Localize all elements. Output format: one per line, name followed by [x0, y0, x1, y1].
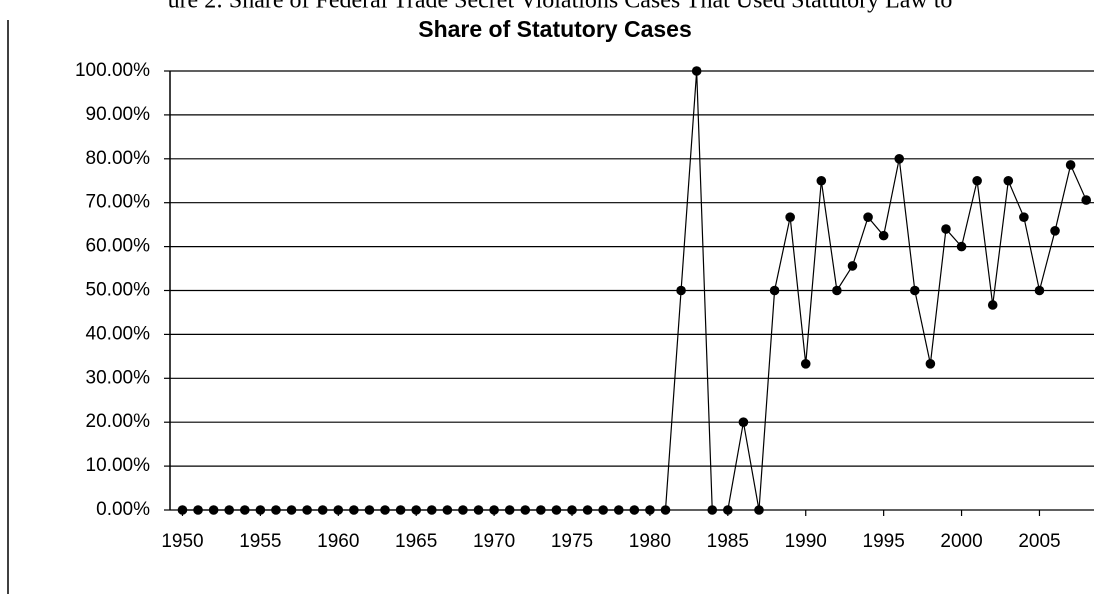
x-tick-label: 1975	[551, 531, 593, 552]
data-point	[972, 175, 982, 186]
y-tick-label: 40.00%	[86, 323, 151, 344]
data-point	[878, 230, 889, 241]
data-point	[910, 285, 920, 296]
data-point	[520, 505, 531, 515]
x-tick-label: 1990	[785, 531, 827, 552]
data-point	[832, 285, 842, 296]
y-tick-label: 100.00%	[75, 60, 150, 81]
data-point	[177, 505, 188, 515]
figure-caption: ure 2: Share of Federal Trade Secret Vio…	[168, 0, 953, 14]
data-point	[956, 241, 967, 252]
data-point	[1065, 160, 1076, 170]
data-point	[894, 154, 905, 164]
data-point	[458, 505, 468, 515]
data-point	[426, 505, 437, 515]
data-point	[925, 359, 936, 369]
x-tick-label: 1995	[863, 531, 905, 552]
data-point	[769, 285, 780, 296]
data-point	[847, 261, 858, 271]
data-point	[754, 505, 764, 515]
data-point	[1003, 175, 1014, 186]
data-point	[489, 505, 499, 515]
data-point	[364, 505, 375, 515]
data-point	[613, 505, 624, 515]
data-point	[536, 505, 546, 515]
x-tick-label: 1965	[395, 531, 437, 552]
y-tick-label: 10.00%	[86, 455, 151, 476]
x-tick-label: 2005	[1018, 531, 1060, 552]
x-tick-label: 2000	[940, 531, 982, 552]
data-point	[551, 505, 562, 515]
data-point	[629, 505, 640, 515]
data-point	[863, 212, 873, 222]
data-point	[317, 505, 328, 515]
x-tick-label: 1970	[473, 531, 515, 552]
data-point	[941, 224, 951, 234]
x-tick-label: 1955	[239, 531, 281, 552]
data-point	[255, 505, 266, 515]
data-point	[504, 505, 515, 515]
data-point	[987, 300, 998, 310]
data-point	[738, 417, 749, 428]
y-tick-label: 50.00%	[86, 280, 151, 301]
data-point	[1019, 212, 1029, 222]
y-tick-label: 20.00%	[86, 411, 151, 432]
data-point	[676, 285, 686, 296]
data-point	[473, 505, 484, 515]
chart-title: Share of Statutory Cases	[418, 16, 692, 42]
y-tick-label: 90.00%	[86, 104, 151, 125]
x-tick-label: 1950	[161, 531, 203, 552]
data-point	[567, 505, 577, 515]
data-point	[349, 505, 359, 515]
data-point	[333, 505, 344, 515]
data-point	[691, 66, 702, 76]
data-point	[208, 505, 219, 515]
y-tick-label: 0.00%	[96, 499, 150, 520]
data-point	[582, 505, 593, 515]
data-point	[723, 505, 733, 515]
data-point	[224, 505, 235, 515]
data-point	[239, 505, 250, 515]
x-tick-label: 1980	[629, 531, 671, 552]
data-point	[660, 505, 671, 515]
y-tick-label: 70.00%	[86, 192, 151, 213]
y-tick-label: 30.00%	[86, 367, 151, 388]
data-point	[442, 505, 453, 515]
data-point	[1034, 285, 1045, 296]
data-point	[785, 212, 795, 222]
data-point	[286, 505, 297, 515]
data-point	[302, 505, 312, 515]
y-tick-label: 60.00%	[86, 236, 151, 257]
y-tick-label: 80.00%	[86, 148, 151, 169]
data-point	[193, 505, 203, 515]
x-tick-label: 1985	[707, 531, 749, 552]
data-point	[271, 505, 281, 515]
data-point	[395, 505, 406, 515]
x-tick-label: 1960	[317, 531, 359, 552]
data-point	[707, 505, 718, 515]
data-point	[1081, 195, 1092, 205]
data-point	[645, 505, 655, 515]
data-point	[380, 505, 390, 515]
data-point	[800, 359, 811, 369]
data-point	[816, 175, 827, 186]
data-point	[598, 505, 608, 515]
data-point	[1050, 225, 1060, 236]
data-point	[411, 505, 421, 515]
